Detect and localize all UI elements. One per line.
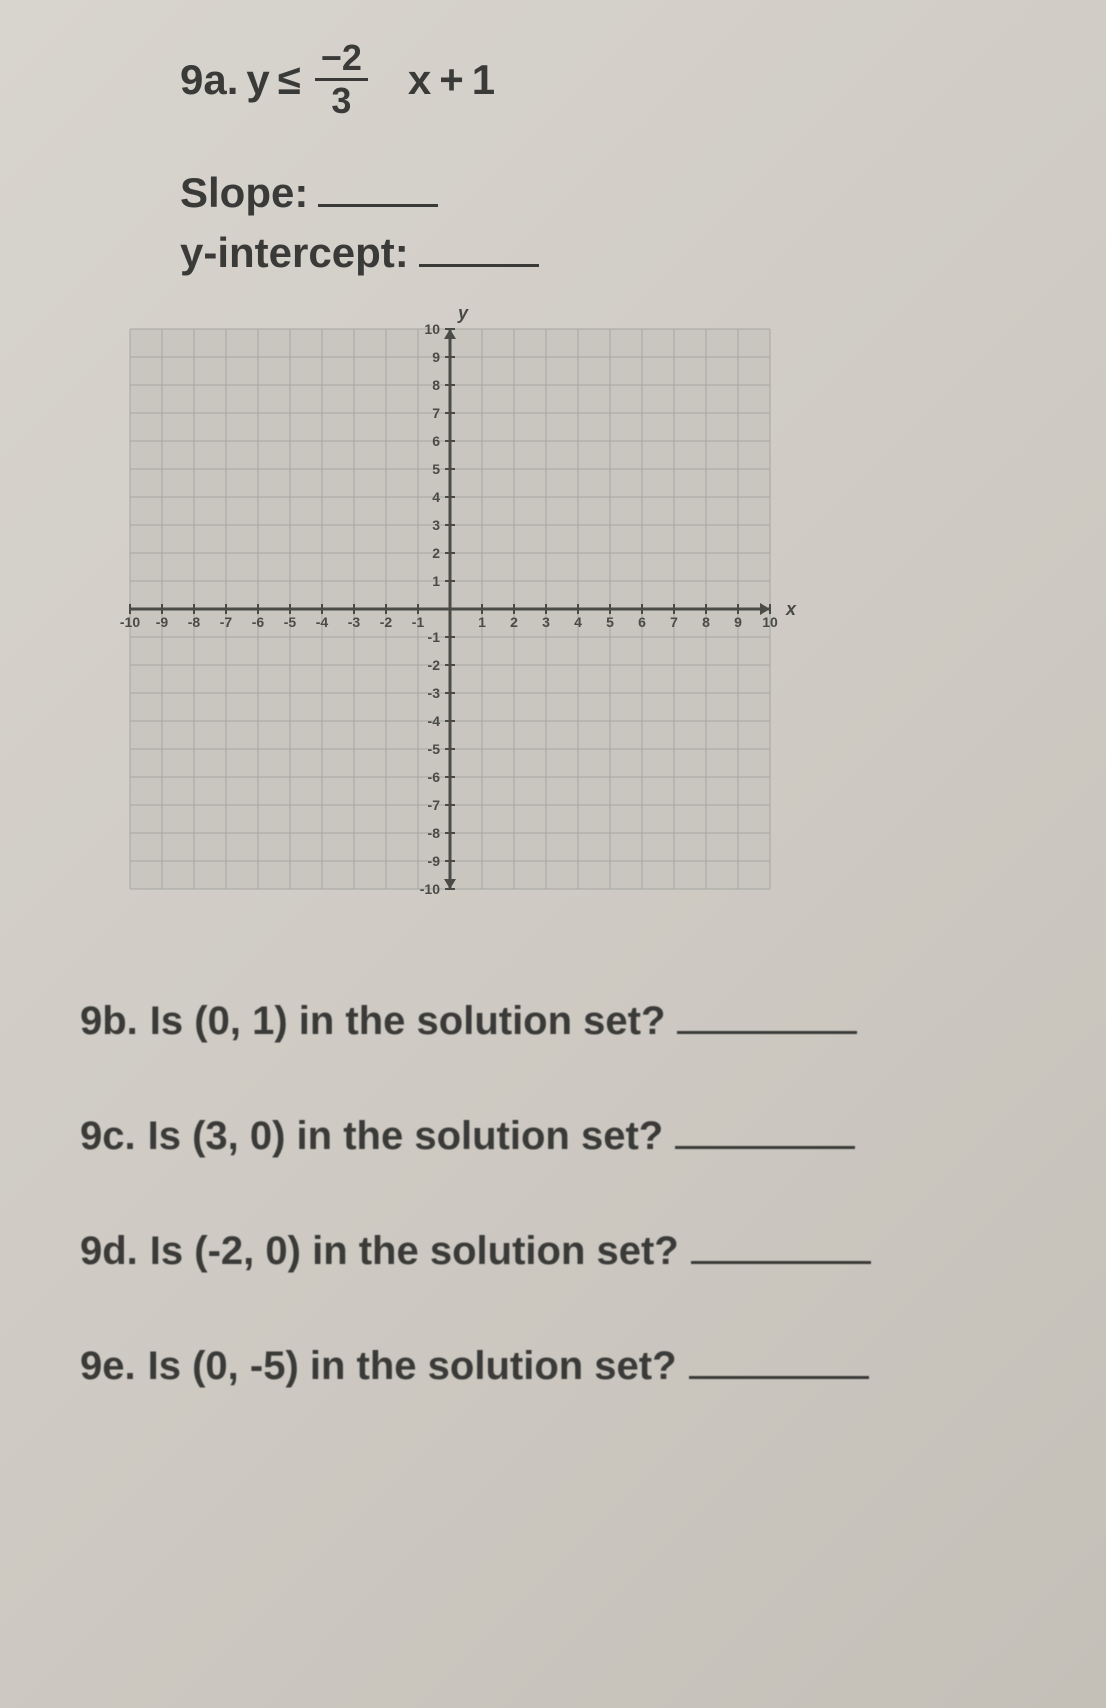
svg-text:6: 6 — [638, 614, 646, 630]
svg-text:3: 3 — [432, 517, 440, 533]
slope-blank[interactable] — [318, 175, 438, 207]
question-9e: 9e. Is (0, -5) in the solution set? — [80, 1344, 1046, 1389]
lhs: y — [246, 56, 269, 104]
fraction: −2 3 — [315, 40, 368, 119]
svg-text:-4: -4 — [428, 713, 441, 729]
fraction-numerator: −2 — [315, 40, 368, 81]
yint-row: y-intercept: — [180, 229, 1046, 277]
svg-text:1: 1 — [432, 573, 440, 589]
question-9c: 9c. Is (3, 0) in the solution set? — [80, 1114, 1046, 1159]
question-9d: 9d. Is (-2, 0) in the solution set? — [80, 1229, 1046, 1274]
svg-text:7: 7 — [670, 614, 678, 630]
svg-text:2: 2 — [432, 545, 440, 561]
svg-text:2: 2 — [510, 614, 518, 630]
svg-text:7: 7 — [432, 405, 440, 421]
q-label: 9b. — [80, 999, 138, 1044]
svg-text:-5: -5 — [428, 741, 441, 757]
coordinate-grid: -10 -9 -8 -7 -6 -5 -4 -3 -2 -1 1 2 3 4 5 6 7 8 9 10 -10 -9 -8 -… — [90, 289, 1046, 929]
svg-text:-8: -8 — [188, 614, 201, 630]
answer-blank-9e[interactable] — [689, 1347, 869, 1379]
q-label: 9c. — [80, 1114, 136, 1159]
svg-text:-8: -8 — [428, 825, 441, 841]
svg-text:9: 9 — [432, 349, 440, 365]
answer-blank-9d[interactable] — [691, 1232, 871, 1264]
plus-sign: + — [439, 56, 464, 104]
svg-text:-2: -2 — [380, 614, 393, 630]
q-text: Is (-2, 0) in the solution set? — [150, 1229, 679, 1274]
question-9b: 9b. Is (0, 1) in the solution set? — [80, 999, 1046, 1044]
svg-text:-6: -6 — [428, 769, 441, 785]
svg-text:4: 4 — [432, 489, 440, 505]
svg-text:-1: -1 — [428, 629, 441, 645]
q-text: Is (0, -5) in the solution set? — [148, 1344, 677, 1389]
slope-row: Slope: — [180, 169, 1046, 217]
svg-text:-4: -4 — [316, 614, 329, 630]
svg-text:8: 8 — [432, 377, 440, 393]
var-x: x — [408, 56, 431, 104]
svg-text:-10: -10 — [420, 881, 440, 897]
svg-text:1: 1 — [478, 614, 486, 630]
answer-blank-9b[interactable] — [677, 1002, 857, 1034]
yint-blank[interactable] — [419, 235, 539, 267]
svg-text:-3: -3 — [348, 614, 361, 630]
svg-text:-9: -9 — [156, 614, 169, 630]
problem-9a-header: 9a. y ≤ −2 3 x + 1 — [180, 40, 1046, 119]
svg-text:-9: -9 — [428, 853, 441, 869]
svg-text:8: 8 — [702, 614, 710, 630]
svg-text:-2: -2 — [428, 657, 441, 673]
svg-text:4: 4 — [574, 614, 582, 630]
svg-text:9: 9 — [734, 614, 742, 630]
svg-text:10: 10 — [424, 321, 440, 337]
q-text: Is (3, 0) in the solution set? — [148, 1114, 664, 1159]
svg-text:5: 5 — [606, 614, 614, 630]
svg-text:-3: -3 — [428, 685, 441, 701]
fraction-denominator: 3 — [331, 81, 351, 119]
svg-text:-5: -5 — [284, 614, 297, 630]
relation: ≤ — [278, 56, 301, 104]
constant: 1 — [472, 56, 495, 104]
svg-text:10: 10 — [762, 614, 778, 630]
slope-label: Slope: — [180, 169, 308, 217]
svg-text:5: 5 — [432, 461, 440, 477]
q-label: 9e. — [80, 1344, 136, 1389]
svg-text:3: 3 — [542, 614, 550, 630]
graph-svg: -10 -9 -8 -7 -6 -5 -4 -3 -2 -1 1 2 3 4 5 6 7 8 9 10 -10 -9 -8 -… — [90, 289, 810, 929]
yint-label: y-intercept: — [180, 229, 409, 277]
problem-number: 9a. — [180, 56, 238, 104]
svg-text:-10: -10 — [120, 614, 140, 630]
svg-text:6: 6 — [432, 433, 440, 449]
svg-text:y: y — [457, 303, 469, 323]
q-label: 9d. — [80, 1229, 138, 1274]
answer-blank-9c[interactable] — [675, 1117, 855, 1149]
svg-text:-7: -7 — [428, 797, 441, 813]
q-text: Is (0, 1) in the solution set? — [150, 999, 666, 1044]
svg-text:-6: -6 — [252, 614, 265, 630]
svg-text:-1: -1 — [412, 614, 425, 630]
svg-text:-7: -7 — [220, 614, 233, 630]
svg-text:x: x — [785, 599, 797, 619]
